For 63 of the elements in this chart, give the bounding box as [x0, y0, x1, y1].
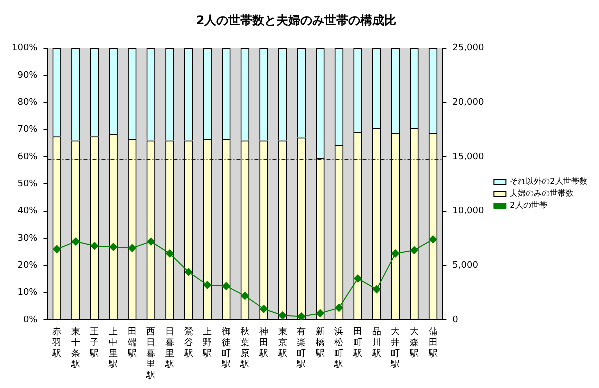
x-tick-label: 東十条駅 — [70, 326, 80, 370]
x-tick-label: 赤羽駅 — [52, 326, 62, 360]
x-tick-label: 鶯谷駅 — [183, 326, 194, 360]
y-tick-label: 60% — [18, 152, 38, 162]
x-tick-label: 品川駅 — [371, 326, 382, 360]
point — [166, 250, 174, 258]
y-tick-label: 90% — [18, 70, 38, 81]
legend-label: 2人の世帯 — [510, 201, 548, 210]
x-tick-label: 神田駅 — [258, 326, 269, 360]
point — [316, 309, 324, 318]
x-tick-label: 御徒町駅 — [220, 326, 231, 370]
point — [184, 268, 193, 276]
x-tick-label: 有楽町駅 — [296, 326, 306, 370]
y2-tick-label: 20,000 — [452, 98, 484, 108]
x-tick-label: 大森駅 — [408, 326, 419, 360]
x-tick-label: 王子駅 — [89, 328, 100, 360]
point — [90, 242, 99, 250]
x-tick-label: 秋葉原駅 — [240, 326, 250, 370]
point — [298, 312, 306, 320]
x-tick-label: 大井町駅 — [390, 326, 400, 370]
point — [354, 274, 362, 283]
point — [429, 236, 438, 244]
y2-tick-label: 15,000 — [452, 152, 484, 162]
point — [241, 292, 250, 300]
point — [147, 238, 156, 246]
y-tick-label: 0% — [23, 315, 38, 326]
point — [110, 243, 118, 252]
point — [53, 245, 62, 254]
y-tick-label: 70% — [18, 125, 38, 136]
y2-tick-label: 5,000 — [452, 261, 479, 272]
y-tick-label: 20% — [18, 261, 38, 272]
x-tick-label: 新橋駅 — [314, 326, 325, 360]
y-tick-label: 40% — [18, 206, 38, 217]
x-tick-label: 浜松町駅 — [334, 326, 344, 370]
point — [72, 238, 80, 246]
legend-label: 夫婦のみの世帯数 — [510, 189, 574, 198]
y2-tick-label: 25,000 — [452, 44, 484, 54]
x-tick-label: 蒲田駅 — [428, 326, 438, 360]
point — [128, 244, 136, 252]
x-tick-label: 東京駅 — [277, 326, 288, 360]
y-tick-label: 80% — [18, 98, 38, 108]
chart-title: 2人の世帯数と夫婦のみ世帯の構成比 — [196, 13, 397, 28]
y2-tick-label: 0 — [452, 315, 459, 326]
x-tick-label: 田端駅 — [126, 328, 137, 360]
point — [260, 305, 268, 314]
y2-tick-label: 10,000 — [452, 206, 484, 217]
point — [204, 281, 212, 290]
x-tick-label: 田町駅 — [352, 328, 363, 360]
point — [392, 250, 400, 258]
y-tick-label: 30% — [18, 234, 38, 244]
x-tick-label: 日暮里駅 — [164, 328, 174, 370]
legend-label: それ以外の2人世帯数 — [510, 177, 588, 186]
y-tick-label: 50% — [18, 180, 38, 190]
point — [278, 312, 287, 320]
x-tick-label: 上中里駅 — [108, 326, 118, 370]
point — [410, 246, 418, 254]
y-tick-label: 100% — [12, 44, 38, 54]
x-tick-label: 上野駅 — [202, 326, 212, 360]
point — [335, 304, 344, 312]
point — [222, 282, 230, 290]
x-tick-label: 西日暮里駅 — [146, 328, 156, 381]
y-tick-label: 10% — [18, 288, 38, 298]
point — [372, 286, 381, 294]
